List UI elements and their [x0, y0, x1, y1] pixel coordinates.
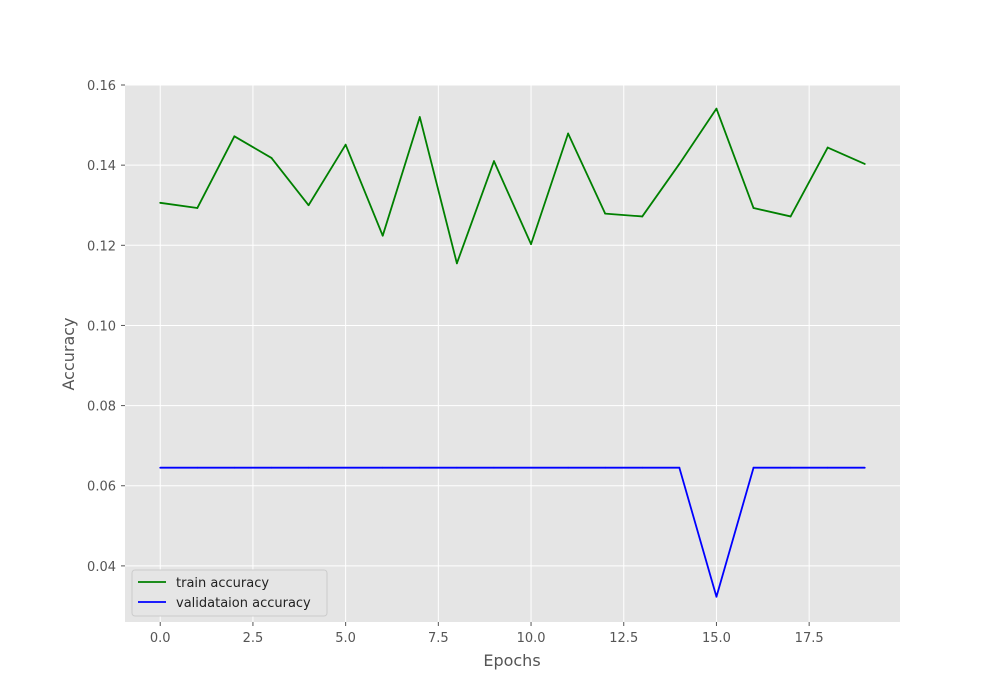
data-point-train: [863, 163, 866, 165]
data-point-train: [455, 262, 458, 265]
y-tick-label: 0.16: [87, 79, 116, 94]
legend-box: [131, 569, 328, 617]
data-point-validation: [455, 466, 458, 469]
data-point-train: [159, 201, 162, 204]
data-point-validation: [307, 466, 310, 469]
data-point-validation: [715, 595, 718, 598]
y-tick-label: 0.04: [87, 560, 116, 575]
data-point-validation: [826, 466, 829, 469]
x-axis-label: Epochs: [483, 651, 540, 670]
data-point-train: [715, 107, 718, 110]
axis-ticks: 0.0 2.5 5.0 7.5 10.0 12.5 15.0 17.5 0.04 0.06 0.08…: [87, 79, 824, 646]
data-point-train: [604, 212, 607, 215]
data-point-train: [826, 146, 829, 149]
data-point-validation: [233, 466, 236, 469]
data-point-validation: [567, 466, 570, 469]
y-tick-label: 0.14: [87, 159, 116, 174]
data-point-validation: [641, 466, 644, 469]
data-point-train: [196, 207, 199, 209]
data-point-validation: [381, 466, 384, 469]
data-point-validation: [270, 466, 273, 469]
data-point-train: [789, 215, 792, 218]
legend-label-train: train accuracy: [176, 576, 269, 591]
legend-label-validation: validataion accuracy: [176, 596, 311, 611]
x-tick-label: 15.0: [702, 631, 731, 646]
data-point-validation: [159, 466, 162, 469]
y-axis-label: Accuracy: [59, 317, 78, 390]
series-layer: [159, 107, 866, 598]
data-point-validation: [344, 466, 347, 469]
data-point-train: [418, 116, 421, 118]
data-point-train: [752, 207, 755, 209]
data-point-validation: [863, 466, 866, 469]
legend: train accuracy validataion accuracy: [131, 569, 328, 617]
data-point-validation: [752, 466, 755, 469]
data-point-validation: [196, 466, 199, 469]
x-tick-label: 5.0: [335, 631, 356, 646]
x-tick-label: 10.0: [517, 631, 546, 646]
series-line-train: [160, 107, 866, 265]
data-point-train: [493, 160, 495, 163]
data-point-validation: [418, 466, 421, 469]
data-point-train: [678, 163, 681, 165]
data-point-train: [530, 243, 532, 245]
x-tick-label: 17.5: [795, 631, 824, 646]
data-point-validation: [789, 466, 792, 469]
data-point-validation: [604, 466, 607, 469]
x-tick-label: 0.0: [150, 631, 171, 646]
data-point-train: [344, 143, 347, 146]
data-point-train: [270, 157, 273, 159]
data-point-train: [233, 135, 236, 138]
x-tick-label: 7.5: [428, 631, 449, 646]
data-point-train: [567, 132, 570, 135]
plot-area: [125, 85, 900, 622]
y-tick-label: 0.06: [87, 480, 116, 495]
data-point-validation: [493, 466, 495, 469]
x-tick-label: 2.5: [243, 631, 264, 646]
data-point-validation: [530, 466, 532, 469]
grid-lines: [125, 84, 900, 622]
series-line-validation: [160, 466, 865, 598]
data-point-train: [641, 215, 644, 218]
data-point-validation: [678, 466, 681, 469]
y-tick-label: 0.12: [87, 239, 116, 254]
data-point-train: [307, 204, 310, 207]
data-point-train: [381, 234, 384, 237]
y-tick-label: 0.08: [87, 400, 116, 415]
y-tick-label: 0.10: [87, 319, 116, 334]
x-tick-label: 12.5: [609, 631, 638, 646]
